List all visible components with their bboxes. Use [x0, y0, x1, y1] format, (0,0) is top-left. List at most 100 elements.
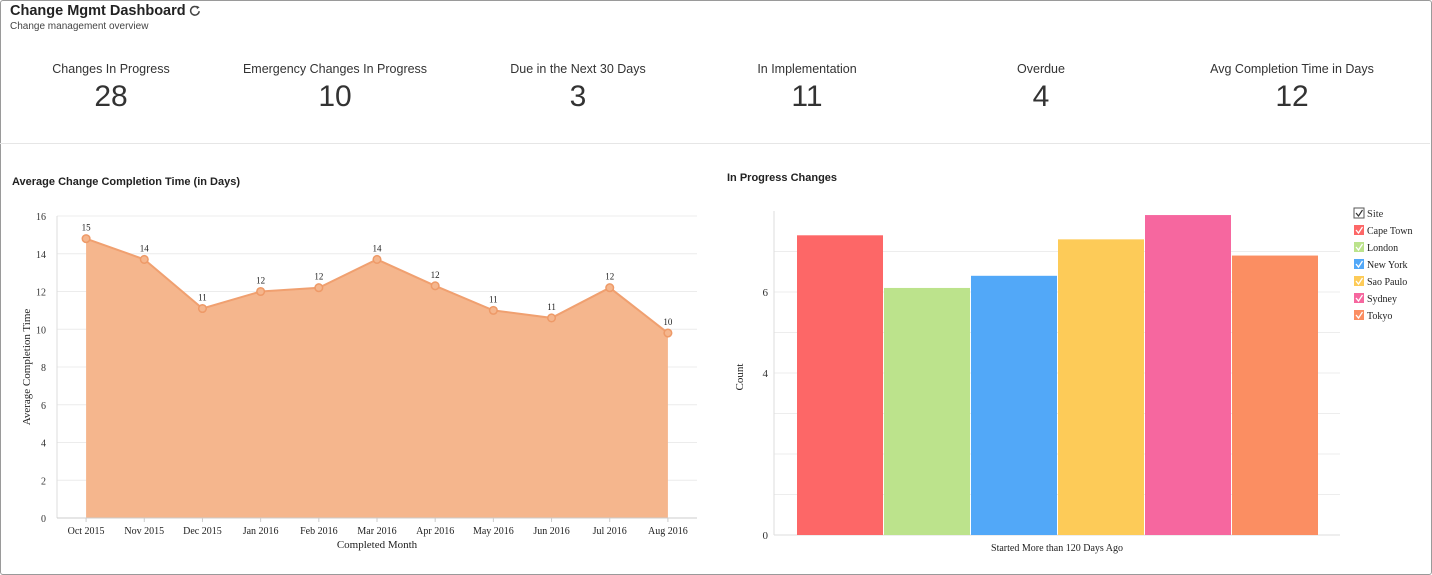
legend-label: New York [1367, 260, 1408, 271]
data-point [430, 281, 440, 291]
legend-item[interactable]: Sydney [1354, 293, 1397, 305]
legend-label: Tokyo [1367, 311, 1392, 322]
legend-label: London [1367, 243, 1398, 254]
data-point [488, 305, 498, 315]
data-point [256, 286, 266, 297]
kpi-label: Emergency Changes In Progress [242, 62, 428, 76]
legend-checkbox [1353, 207, 1365, 219]
x-tick-label: Jun 2016 [533, 526, 569, 537]
legend-item[interactable]: Tokyo [1354, 310, 1392, 322]
x-tick-label: Apr 2016 [416, 526, 454, 537]
check-icon [1355, 294, 1364, 303]
x-tick-label: Feb 2016 [300, 526, 338, 537]
x-axis-label: Started More than 120 Days Ago [991, 543, 1123, 554]
kpi-due-next-30-days[interactable]: Due in the Next 30 Days 3 [448, 62, 708, 114]
check-icon [1355, 209, 1363, 218]
y-tick-label: 2 [41, 476, 46, 487]
data-point [314, 283, 324, 293]
kpi-avg-completion-time[interactable]: Avg Completion Time in Days 12 [1162, 62, 1422, 114]
section-divider [0, 143, 1430, 144]
kpi-in-implementation[interactable]: In Implementation 11 [677, 62, 937, 114]
y-tick-label: 4 [41, 439, 46, 450]
legend-swatch [1354, 225, 1364, 235]
bar-new-york [971, 275, 1057, 535]
page-title: Change Mgmt Dashboard [10, 3, 186, 19]
y-tick-label: 0 [763, 530, 769, 542]
check-icon [1355, 243, 1364, 252]
legend-label: Sao Paulo [1367, 277, 1407, 288]
area-chart: 0 2 4 6 8 10 12 14 16 15 14 11 12 12 14 12 11 11 12 10 Oct 2… [21, 212, 697, 551]
data-label: 14 [140, 243, 150, 253]
legend-swatch [1354, 310, 1364, 320]
data-point [372, 254, 382, 264]
x-tick-label: Oct 2015 [68, 526, 105, 537]
x-tick-label: Jan 2016 [243, 526, 279, 537]
area-chart-title: Average Change Completion Time (in Days) [12, 176, 240, 188]
bar-tokyo [1232, 255, 1318, 536]
data-point [139, 254, 149, 264]
kpi-changes-in-progress[interactable]: Changes In Progress 28 [0, 62, 241, 114]
kpi-label: Overdue [1017, 62, 1065, 76]
legend-label: Cape Town [1367, 226, 1413, 237]
legend-title-text: Site [1367, 209, 1384, 220]
y-tick-label: 10 [36, 325, 46, 336]
bar-cape-town [797, 235, 883, 536]
kpi-value: 12 [1275, 80, 1309, 113]
legend-item[interactable]: Cape Town [1354, 225, 1413, 237]
data-label: 12 [605, 272, 614, 282]
legend-label: Sydney [1367, 294, 1397, 305]
data-label: 11 [489, 294, 498, 304]
y-axis-label: Count [734, 364, 746, 391]
x-tick-label: Aug 2016 [648, 526, 688, 537]
legend-swatch [1354, 242, 1364, 252]
x-tick-label: Mar 2016 [357, 526, 396, 537]
data-label: 10 [663, 317, 673, 327]
data-point [546, 313, 557, 323]
legend-swatch [1354, 276, 1364, 286]
y-axis-label: Average Completion Time [21, 309, 33, 426]
data-label: 14 [373, 243, 383, 253]
page-subtitle: Change management overview [10, 21, 149, 32]
x-axis-label: Completed Month [337, 539, 418, 551]
y-tick-label: 6 [41, 401, 46, 412]
legend-swatch [1354, 293, 1364, 303]
kpi-emergency-changes[interactable]: Emergency Changes In Progress 10 [205, 62, 465, 114]
data-label: 11 [547, 302, 556, 312]
x-tick-label: Jul 2016 [593, 526, 627, 537]
y-tick-label: 6 [763, 287, 769, 299]
data-point [81, 234, 91, 244]
data-point [663, 328, 673, 338]
y-tick-label: 14 [36, 250, 46, 261]
y-tick-label: 4 [763, 368, 769, 380]
legend-item[interactable]: New York [1354, 259, 1408, 271]
x-tick-label: May 2016 [473, 526, 514, 537]
y-tick-label: 8 [41, 363, 46, 374]
kpi-value: 10 [318, 80, 352, 113]
data-label: 15 [82, 223, 92, 233]
legend-item[interactable]: London [1354, 242, 1398, 254]
refresh-icon[interactable] [188, 4, 202, 18]
x-tick-label: Nov 2015 [124, 526, 164, 537]
data-point [605, 283, 615, 293]
check-icon [1355, 277, 1364, 286]
bar-chart: 0 4 6 Started More than 120 Days Ago Count Si… [734, 207, 1413, 554]
y-tick-label: 16 [36, 212, 46, 223]
data-point [197, 303, 208, 314]
bar-sao-paulo [1058, 239, 1144, 535]
legend-swatch [1354, 259, 1364, 269]
kpi-label: Avg Completion Time in Days [1210, 62, 1374, 76]
bar-chart-title: In Progress Changes [727, 172, 838, 184]
check-icon [1355, 226, 1364, 235]
kpi-value: 4 [1032, 80, 1050, 113]
x-tick-label: Dec 2015 [183, 526, 222, 537]
data-label: 11 [198, 292, 207, 302]
legend-item[interactable]: Sao Paulo [1354, 276, 1407, 288]
kpi-overdue[interactable]: Overdue 4 [911, 62, 1171, 114]
area-fill [86, 238, 668, 518]
data-label: 12 [256, 276, 265, 286]
kpi-value: 11 [791, 80, 823, 113]
legend-title: Site [1353, 207, 1384, 220]
check-icon [1355, 260, 1364, 269]
bar-sydney [1145, 215, 1231, 536]
kpi-value: 28 [94, 80, 128, 113]
